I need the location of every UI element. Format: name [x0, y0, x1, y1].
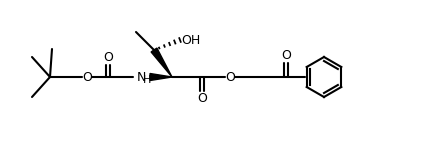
Text: N: N	[136, 71, 146, 83]
Text: O: O	[281, 49, 291, 61]
Polygon shape	[150, 73, 172, 81]
Text: O: O	[103, 51, 113, 63]
Text: O: O	[82, 71, 92, 83]
Text: O: O	[197, 93, 207, 105]
Text: O: O	[225, 71, 235, 83]
Polygon shape	[151, 48, 172, 77]
Text: OH: OH	[181, 34, 201, 47]
Text: H: H	[143, 75, 151, 85]
